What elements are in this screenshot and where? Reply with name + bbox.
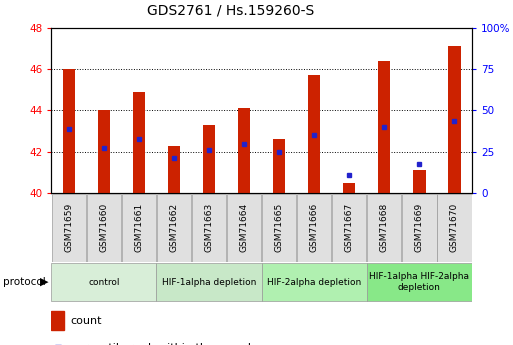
FancyBboxPatch shape xyxy=(156,263,262,302)
FancyBboxPatch shape xyxy=(262,263,367,302)
Text: GSM71662: GSM71662 xyxy=(169,203,179,252)
Bar xyxy=(448,46,461,193)
FancyBboxPatch shape xyxy=(52,194,86,262)
Text: GSM71665: GSM71665 xyxy=(274,203,284,252)
Text: protocol: protocol xyxy=(3,277,45,287)
Text: GSM71666: GSM71666 xyxy=(310,203,319,252)
Bar xyxy=(63,69,75,193)
FancyBboxPatch shape xyxy=(332,194,366,262)
Bar xyxy=(168,146,180,193)
FancyBboxPatch shape xyxy=(367,263,472,302)
Bar xyxy=(98,110,110,193)
Bar xyxy=(273,139,285,193)
Text: GSM71663: GSM71663 xyxy=(205,203,213,252)
Bar xyxy=(308,75,320,193)
Text: HIF-1alpha HIF-2alpha
depletion: HIF-1alpha HIF-2alpha depletion xyxy=(369,272,469,292)
FancyBboxPatch shape xyxy=(87,194,121,262)
Text: GSM71664: GSM71664 xyxy=(240,203,249,252)
Text: ▶: ▶ xyxy=(41,277,49,287)
FancyBboxPatch shape xyxy=(227,194,261,262)
Bar xyxy=(343,183,356,193)
Text: GSM71659: GSM71659 xyxy=(64,203,73,252)
FancyBboxPatch shape xyxy=(192,194,226,262)
Text: GSM71667: GSM71667 xyxy=(345,203,354,252)
Bar xyxy=(51,311,64,330)
Bar xyxy=(378,61,390,193)
FancyBboxPatch shape xyxy=(51,263,156,302)
Text: GSM71668: GSM71668 xyxy=(380,203,389,252)
FancyBboxPatch shape xyxy=(402,194,437,262)
Text: count: count xyxy=(70,316,102,326)
FancyBboxPatch shape xyxy=(437,194,471,262)
FancyBboxPatch shape xyxy=(157,194,191,262)
Bar xyxy=(203,125,215,193)
Text: GSM71660: GSM71660 xyxy=(100,203,108,252)
FancyBboxPatch shape xyxy=(367,194,402,262)
Text: HIF-1alpha depletion: HIF-1alpha depletion xyxy=(162,277,256,287)
Text: GDS2761 / Hs.159260-S: GDS2761 / Hs.159260-S xyxy=(147,3,314,18)
Text: HIF-2alpha depletion: HIF-2alpha depletion xyxy=(267,277,361,287)
Bar xyxy=(413,170,425,193)
Text: GSM71669: GSM71669 xyxy=(415,203,424,252)
Text: control: control xyxy=(88,277,120,287)
Bar xyxy=(133,92,145,193)
FancyBboxPatch shape xyxy=(262,194,297,262)
FancyBboxPatch shape xyxy=(122,194,156,262)
Text: GSM71670: GSM71670 xyxy=(450,203,459,252)
Text: GSM71661: GSM71661 xyxy=(134,203,144,252)
Text: percentile rank within the sample: percentile rank within the sample xyxy=(70,343,258,345)
Bar xyxy=(238,108,250,193)
FancyBboxPatch shape xyxy=(297,194,331,262)
